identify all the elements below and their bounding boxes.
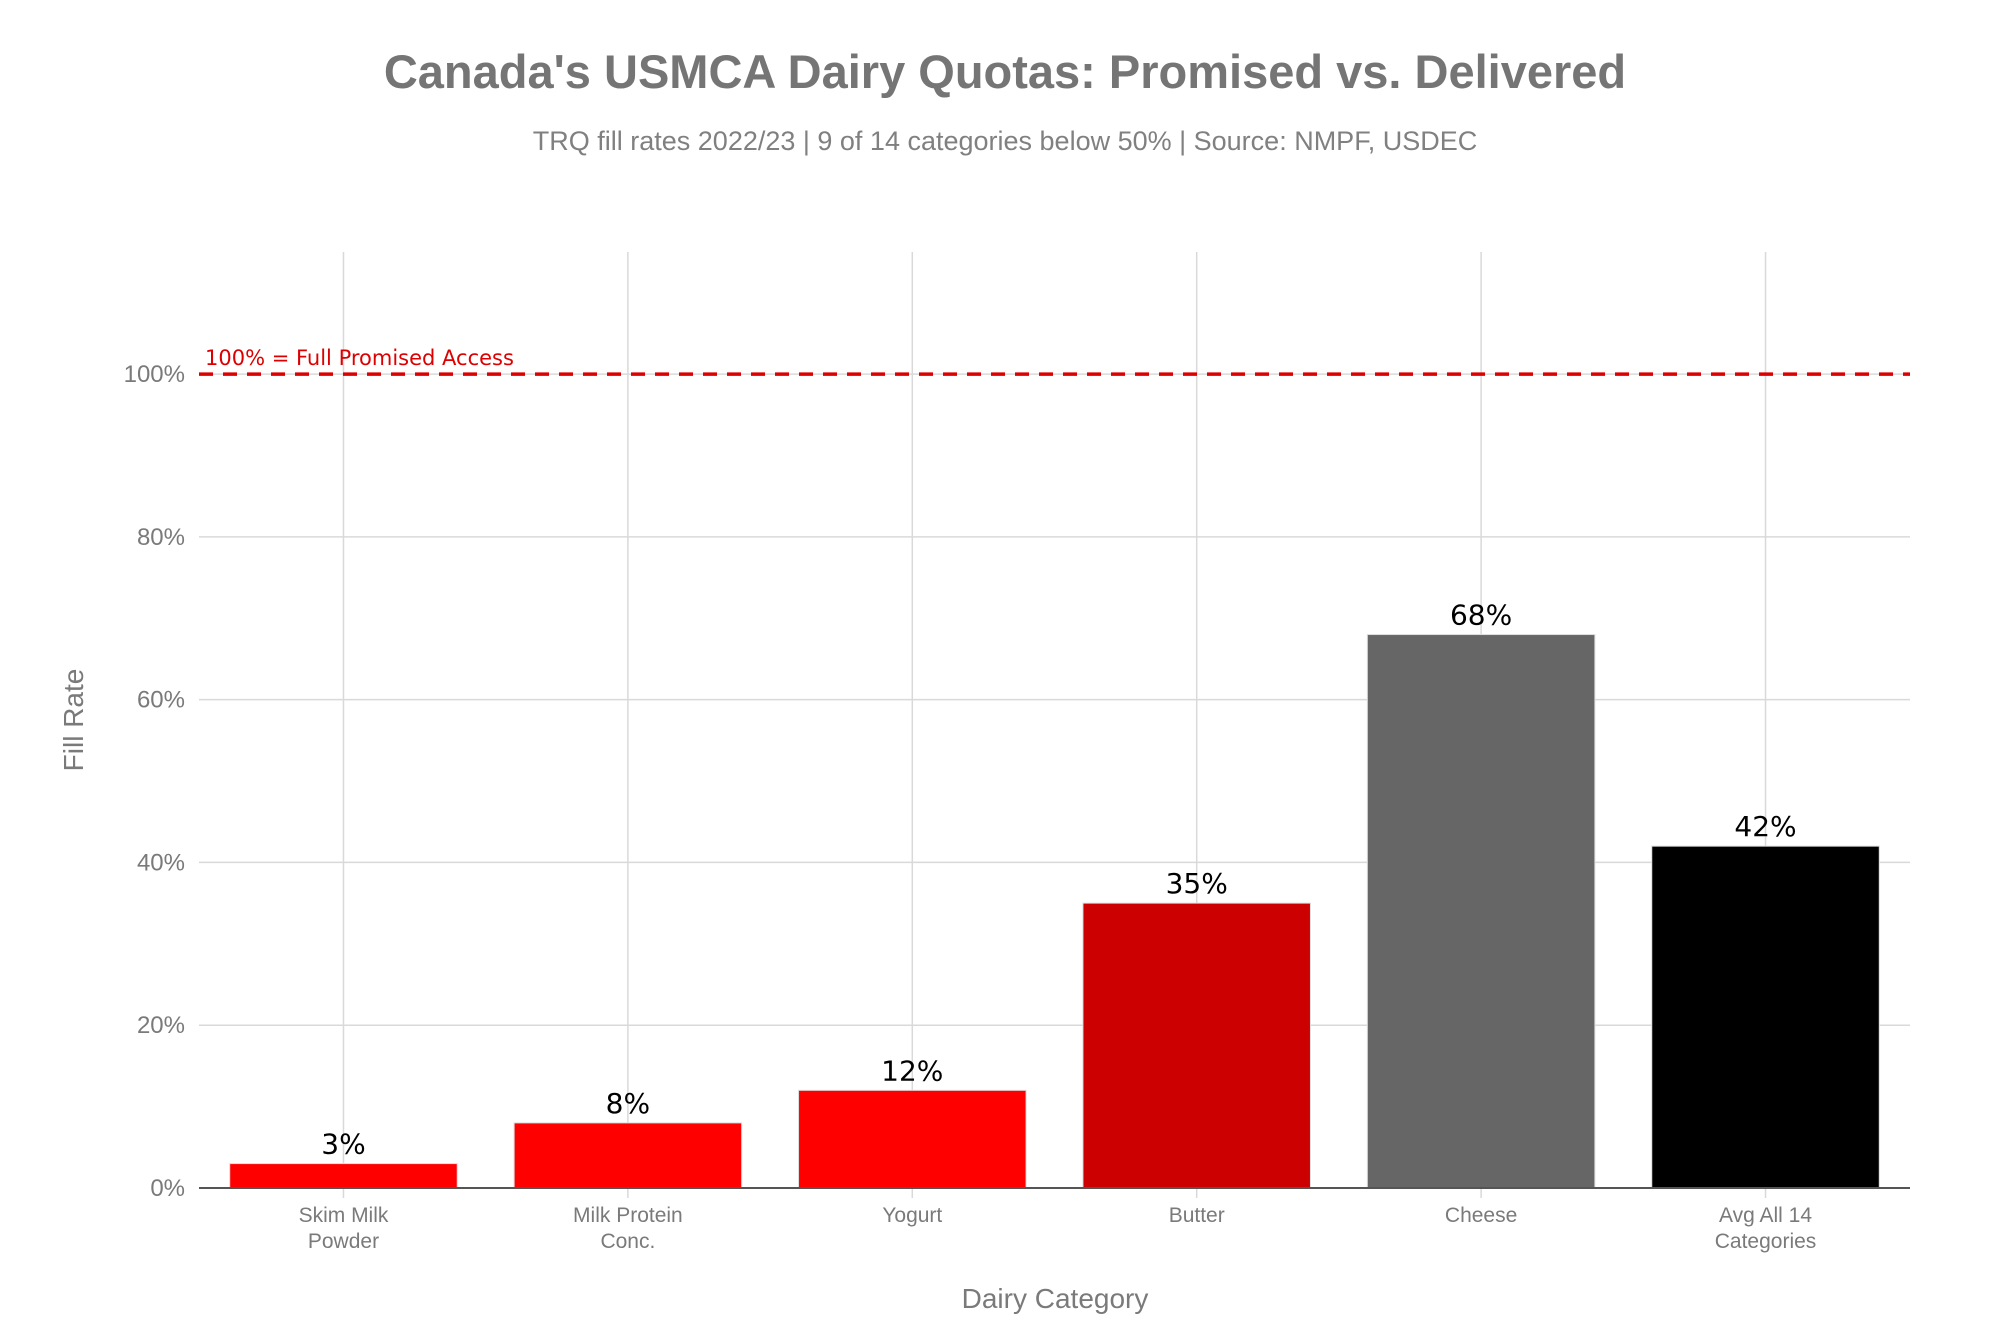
y-tick-label: 20% — [137, 1012, 185, 1039]
bars: 3% 8% 12% 35% 68% 42% — [229, 599, 1880, 1189]
data-label: 8% — [606, 1087, 650, 1120]
x-tick-label: Conc. — [600, 1230, 655, 1253]
reference-line-group: 100% = Full Promised Access — [199, 346, 1910, 376]
y-tick-label: 80% — [137, 524, 185, 551]
chart-subtitle: TRQ fill rates 2022/23 | 9 of 14 categor… — [533, 126, 1477, 156]
x-tick-label: Powder — [308, 1230, 379, 1253]
bar — [1366, 634, 1596, 1189]
chart-title: Canada's USMCA Dairy Quotas: Promised vs… — [384, 45, 1626, 98]
y-axis-label: Fill Rate — [58, 669, 89, 772]
x-tick-label: Milk Protein — [573, 1204, 683, 1227]
x-tick-label: Cheese — [1445, 1204, 1517, 1227]
x-tick-label: Categories — [1715, 1230, 1817, 1253]
y-axis-ticks: 0% 20% 40% 60% 80% 100% — [124, 361, 185, 1202]
data-label: 35% — [1166, 867, 1228, 900]
bar — [1082, 902, 1311, 1189]
x-tick-label: Butter — [1169, 1204, 1225, 1227]
data-label: 12% — [881, 1054, 943, 1087]
x-axis-ticks: Skim Milk Powder Milk Protein Conc. Yogurt Bu… — [299, 1204, 1817, 1253]
x-axis-label: Dairy Category — [962, 1283, 1149, 1314]
x-tick-label: Avg All 14 — [1719, 1204, 1812, 1227]
y-tick-label: 100% — [124, 361, 185, 388]
data-label: 42% — [1734, 810, 1796, 843]
bar — [513, 1122, 743, 1189]
bar — [798, 1089, 1027, 1189]
data-label: 68% — [1450, 599, 1512, 632]
data-label: 3% — [321, 1128, 365, 1161]
x-tick-label: Skim Milk — [299, 1204, 389, 1227]
y-tick-label: 60% — [137, 687, 185, 714]
y-tick-label: 40% — [137, 849, 185, 876]
reference-line-label: 100% = Full Promised Access — [205, 346, 514, 370]
y-tick-label: 0% — [150, 1175, 185, 1202]
bar — [229, 1163, 458, 1189]
x-tick-label: Yogurt — [882, 1204, 942, 1227]
bar — [1651, 845, 1880, 1189]
